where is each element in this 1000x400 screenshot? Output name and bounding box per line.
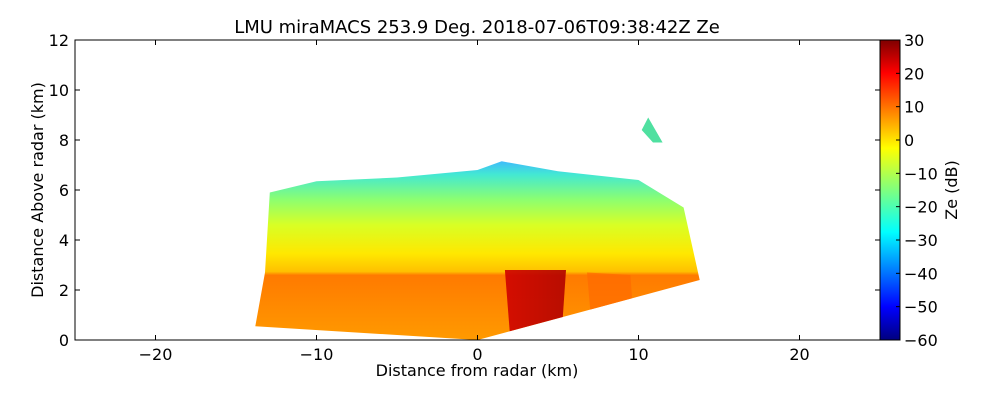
colorbar-tick-label: −40 — [904, 264, 938, 283]
x-axis-label: Distance from radar (km) — [376, 361, 579, 380]
y-tick-label: 2 — [59, 281, 69, 300]
echo-region — [255, 161, 700, 340]
strong-echo-band — [504, 270, 566, 332]
x-tick-label: 0 — [472, 345, 482, 364]
isolated-echo — [641, 117, 663, 143]
colorbar-tick-label: 20 — [904, 64, 924, 83]
y-tick-label: 8 — [59, 131, 69, 150]
x-tick-label: 10 — [628, 345, 648, 364]
y-tick-label: 4 — [59, 231, 69, 250]
colorbar-tick-label: −50 — [904, 298, 938, 317]
x-tick-label: −20 — [139, 345, 173, 364]
colorbar-label: Ze (dB) — [942, 160, 961, 220]
y-axis: 0 2 4 6 8 10 12 — [49, 31, 880, 350]
colorbar-ticks: 30 20 10 0 −10 −20 −30 −40 −50 −60 — [896, 31, 938, 350]
colorbar-tick-label: 10 — [904, 98, 924, 117]
y-tick-label: 0 — [59, 331, 69, 350]
colorbar-tick-label: 0 — [904, 131, 914, 150]
colorbar-tick-label: −30 — [904, 231, 938, 250]
y-tick-label: 6 — [59, 181, 69, 200]
chart-title: LMU miraMACS 253.9 Deg. 2018-07-06T09:38… — [234, 17, 720, 38]
colorbar-tick-label: −20 — [904, 198, 938, 217]
colorbar-tick-label: −10 — [904, 164, 938, 183]
colorbar-tick-label: −60 — [904, 331, 938, 350]
y-tick-label: 10 — [49, 81, 69, 100]
x-axis: −20 −10 0 10 20 — [139, 40, 810, 364]
x-tick-label: 20 — [789, 345, 809, 364]
y-tick-label: 12 — [49, 31, 69, 50]
colorbar — [879, 39, 901, 341]
x-tick-label: −10 — [300, 345, 334, 364]
radar-echo-field — [255, 117, 700, 340]
warm-echo-patch — [587, 272, 633, 310]
y-axis-label: Distance Above radar (km) — [28, 82, 47, 298]
colorbar-tick-label: 30 — [904, 31, 924, 50]
